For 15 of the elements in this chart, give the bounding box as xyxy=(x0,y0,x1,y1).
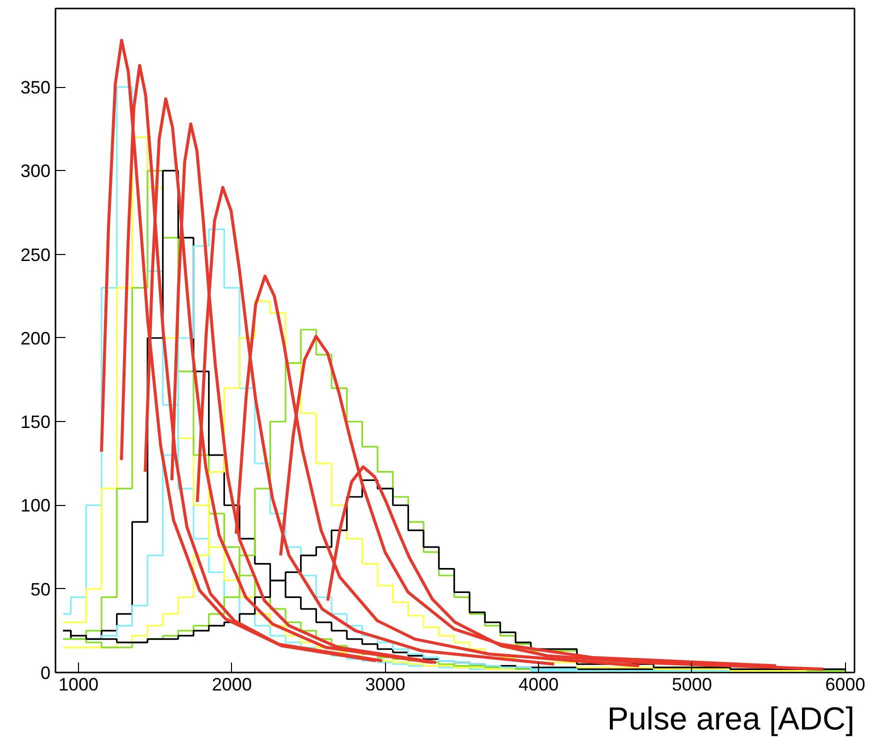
y-tick-label: 50 xyxy=(30,579,51,600)
y-tick-label: 350 xyxy=(20,78,51,98)
x-tick-label: 2000 xyxy=(212,674,252,694)
x-tick-label: 1000 xyxy=(58,674,99,694)
y-tick-label: 150 xyxy=(20,412,51,432)
y-tick-label: 300 xyxy=(20,161,51,182)
x-tick-label: 5000 xyxy=(672,674,712,694)
x-axis-title: Pulse area [ADC] xyxy=(607,700,854,736)
y-tick-label: 100 xyxy=(20,496,51,516)
y-tick-label: 200 xyxy=(20,328,51,348)
x-tick-label: 6000 xyxy=(825,674,866,694)
x-tick-label: 4000 xyxy=(518,674,559,694)
y-tick-label: 250 xyxy=(20,244,51,265)
x-tick-label: 3000 xyxy=(365,674,406,694)
y-tick-label: 0 xyxy=(40,663,51,683)
